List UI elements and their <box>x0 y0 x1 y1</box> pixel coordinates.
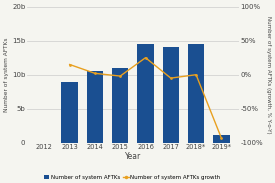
Y-axis label: Number of system AFTKs: Number of system AFTKs <box>4 38 9 112</box>
Bar <box>87 71 103 143</box>
Legend: Number of system AFTKs, Number of system AFTKs growth: Number of system AFTKs, Number of system… <box>44 175 220 180</box>
Bar <box>213 135 230 143</box>
Bar <box>188 44 204 143</box>
Bar <box>112 68 128 143</box>
Y-axis label: Number of system AFTKs (growth, % Y-o-Y): Number of system AFTKs (growth, % Y-o-Y) <box>266 16 271 134</box>
Bar <box>137 44 154 143</box>
Bar <box>163 48 179 143</box>
Bar <box>62 81 78 143</box>
X-axis label: Year: Year <box>125 152 141 160</box>
